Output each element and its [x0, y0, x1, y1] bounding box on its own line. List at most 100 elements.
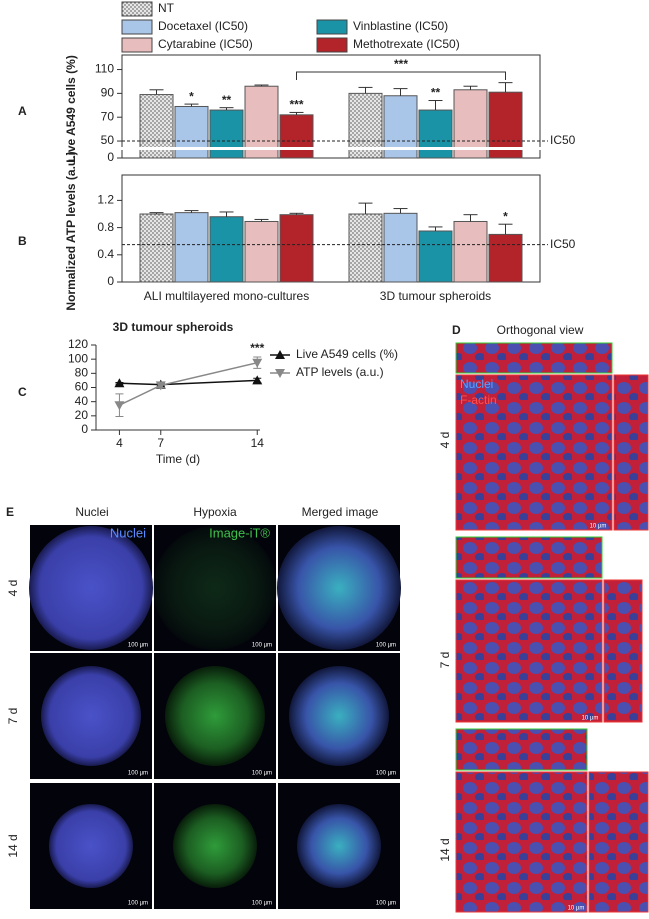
- reference-label: IC50: [550, 237, 576, 251]
- reference-label: IC50: [550, 133, 576, 147]
- bar: [174, 105, 209, 159]
- image: [455, 728, 588, 771]
- scale-bar-label: 100 µm: [128, 771, 148, 777]
- y-tick-label: 0: [107, 150, 114, 164]
- y-tick-label: 120: [68, 337, 88, 351]
- row-label: 7 d: [6, 708, 20, 725]
- row-label: 4 d: [438, 432, 452, 449]
- bar: [488, 233, 523, 283]
- bar: [244, 220, 279, 283]
- spheroid: [173, 804, 257, 888]
- legend-swatch: [316, 37, 348, 53]
- chart-title: 3D tumour spheroids: [113, 320, 234, 334]
- bar: [209, 216, 244, 283]
- spheroid: [29, 526, 153, 650]
- legend-swatch: [121, 19, 153, 35]
- spheroid: [277, 526, 401, 650]
- legend-swatch: [316, 19, 348, 35]
- x-tick-label: ALI multilayered mono-cultures: [144, 289, 309, 303]
- column-label: Merged image: [302, 505, 379, 519]
- legend-marker: [275, 369, 285, 378]
- y-tick-label: 40: [75, 394, 89, 408]
- bar: [139, 213, 174, 283]
- significance: ***: [250, 341, 264, 355]
- panel-label: D: [452, 323, 461, 337]
- scale-bar-label: 10 µm: [590, 524, 607, 530]
- image: [455, 374, 613, 531]
- spheroid: [297, 804, 381, 888]
- scale-bar-label: 10 µm: [568, 906, 585, 912]
- image: [455, 771, 588, 913]
- y-tick-label: 50: [101, 133, 115, 147]
- marker: [155, 381, 166, 391]
- bar: [383, 212, 418, 283]
- channel-label: F-actin: [460, 393, 497, 407]
- legend-label: NT: [158, 1, 175, 15]
- bar: [453, 220, 488, 283]
- image: [603, 579, 643, 723]
- spheroid: [165, 666, 265, 766]
- significance: **: [222, 93, 232, 107]
- image: [613, 374, 649, 531]
- y-tick-label: 110: [95, 62, 114, 76]
- marker: [114, 401, 125, 411]
- column-label: Nuclei: [75, 505, 108, 519]
- y-tick-label: 90: [101, 86, 115, 100]
- image: [455, 536, 603, 579]
- marker: [252, 358, 263, 368]
- scale-bar-label: 10 µm: [582, 716, 599, 722]
- legend-swatch: [121, 37, 153, 53]
- legend-label: Cytarabine (IC50): [158, 37, 253, 51]
- bar: [174, 212, 209, 283]
- row-label: 14 d: [6, 834, 20, 857]
- scale-bar-label: 100 µm: [128, 901, 148, 907]
- scale-bar-label: 100 µm: [376, 771, 396, 777]
- legend-label: Live A549 cells (%): [296, 347, 398, 361]
- stain-label: Image-iT®: [209, 525, 270, 540]
- row-label: 14 d: [438, 838, 452, 861]
- y-tick-label: 0.4: [97, 247, 114, 261]
- scale-bar-label: 100 µm: [376, 901, 396, 907]
- spheroid: [41, 666, 141, 766]
- spheroid: [289, 666, 389, 766]
- scale-bar-label: 100 µm: [252, 771, 272, 777]
- legend-label: ATP levels (a.u.): [296, 365, 384, 379]
- scale-bar-label: 100 µm: [128, 643, 148, 649]
- legend-marker: [275, 350, 285, 359]
- y-axis-title: Live A549 cells (%): [64, 55, 78, 163]
- x-tick-label: 14: [251, 436, 265, 450]
- significance: *: [503, 209, 508, 223]
- legend-swatch: [121, 1, 153, 17]
- stain-label: Nuclei: [110, 525, 146, 540]
- x-tick-label: 3D tumour spheroids: [380, 289, 491, 303]
- y-axis-title: Normalized ATP levels (a.u.): [64, 151, 78, 310]
- panel-d: D Orthogonal view Nuclei F-actin 4 d 7 d…: [438, 323, 649, 913]
- image: [588, 771, 649, 913]
- panel-title: Orthogonal view: [497, 323, 584, 337]
- bar: [418, 230, 453, 283]
- channel-label: Nuclei: [460, 377, 493, 391]
- bar: [348, 213, 383, 283]
- bar: [418, 109, 453, 159]
- image: [455, 579, 603, 723]
- comparison-bracket: [296, 71, 506, 80]
- x-axis-title: Time (d): [156, 452, 200, 466]
- y-tick-label: 1.2: [97, 193, 114, 207]
- significance: *: [189, 89, 194, 103]
- panel-label: A: [18, 104, 27, 118]
- scale-bar-label: 100 µm: [376, 643, 396, 649]
- column-label: Hypoxia: [193, 505, 237, 519]
- y-tick-label: 0: [107, 274, 114, 288]
- bar: [279, 214, 314, 283]
- spheroid: [153, 526, 277, 650]
- axes: [95, 345, 260, 431]
- y-tick-label: 60: [75, 380, 89, 394]
- x-tick-label: 7: [157, 436, 164, 450]
- y-tick-label: 0.8: [97, 220, 114, 234]
- bar: [453, 89, 488, 159]
- bar: [209, 109, 244, 159]
- panel-e: E Nuclei Hypoxia Merged image 100 µm 100 …: [6, 505, 401, 909]
- line: [119, 379, 258, 386]
